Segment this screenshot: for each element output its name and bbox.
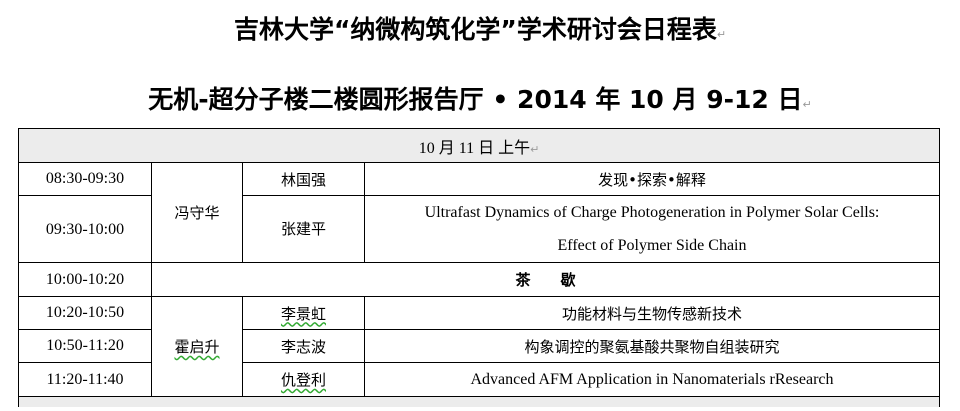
speaker-cell: 李志波 — [242, 329, 365, 363]
chair-cell: 霍启升 — [151, 296, 243, 397]
speaker-cell: 李景虹 — [242, 296, 365, 330]
next-session-row — [17, 396, 941, 407]
table-row: 11:20-11:40 仇登利 Advanced AFM Application… — [18, 362, 941, 397]
talk-title-cell: 功能材料与生物传感新技术 — [363, 296, 941, 330]
session-header-row: 10 月 11 日 上午↵ — [17, 128, 941, 163]
break-cell: 茶 歇 — [150, 262, 941, 297]
time-cell: 08:30-09:30 — [18, 162, 152, 196]
table-row: 10:20-10:50 霍启升 李景虹 功能材料与生物传感新技术 — [18, 296, 941, 397]
time-cell: 11:20-11:40 — [18, 362, 152, 397]
talk-title-cell: 构象调控的聚氨基酸共聚物自组装研究 — [363, 329, 941, 363]
speaker-cell: 仇登利 — [242, 362, 365, 397]
talk-title-cell: Ultrafast Dynamics of Charge Photogenera… — [363, 195, 941, 263]
table-row: 08:30-09:30 冯守华 林国强 发现•探索•解释 — [18, 162, 941, 263]
talk-title-cell: 发现•探索•解释 — [363, 162, 941, 196]
time-cell: 10:20-10:50 — [18, 296, 152, 330]
table-row: 10:50-11:20 李志波 构象调控的聚氨基酸共聚物自组装研究 — [18, 329, 941, 363]
talk-title-cell: Advanced AFM Application in Nanomaterial… — [363, 362, 941, 397]
time-cell: 09:30-10:00 — [18, 195, 152, 263]
speaker-cell: 林国强 — [242, 162, 365, 196]
next-session-header — [17, 396, 941, 407]
speaker-cell: 张建平 — [242, 195, 365, 263]
talk-title-line: Ultrafast Dynamics of Charge Photogenera… — [424, 204, 880, 221]
session-header: 10 月 11 日 上午↵ — [17, 128, 941, 163]
page-title: 吉林大学“纳微构筑化学”学术研讨会日程表↵ — [233, 15, 727, 44]
chair-cell: 冯守华 — [151, 162, 243, 263]
time-cell: 10:00-10:20 — [18, 262, 152, 297]
talk-title-line: Effect of Polymer Side Chain — [557, 237, 747, 254]
page-subtitle: 无机-超分子楼二楼圆形报告厅 • 2014 年 10 月 9-12 日↵ — [148, 85, 812, 114]
time-cell: 10:50-11:20 — [18, 329, 152, 363]
table-row: 09:30-10:00 张建平 Ultrafast Dynamics of Ch… — [18, 195, 941, 263]
table-row: 10:00-10:20 茶 歇 — [18, 262, 941, 297]
schedule-table: 10 月 11 日 上午↵ 08:30-09:30 冯守华 林国强 发现•探索•… — [17, 128, 941, 407]
